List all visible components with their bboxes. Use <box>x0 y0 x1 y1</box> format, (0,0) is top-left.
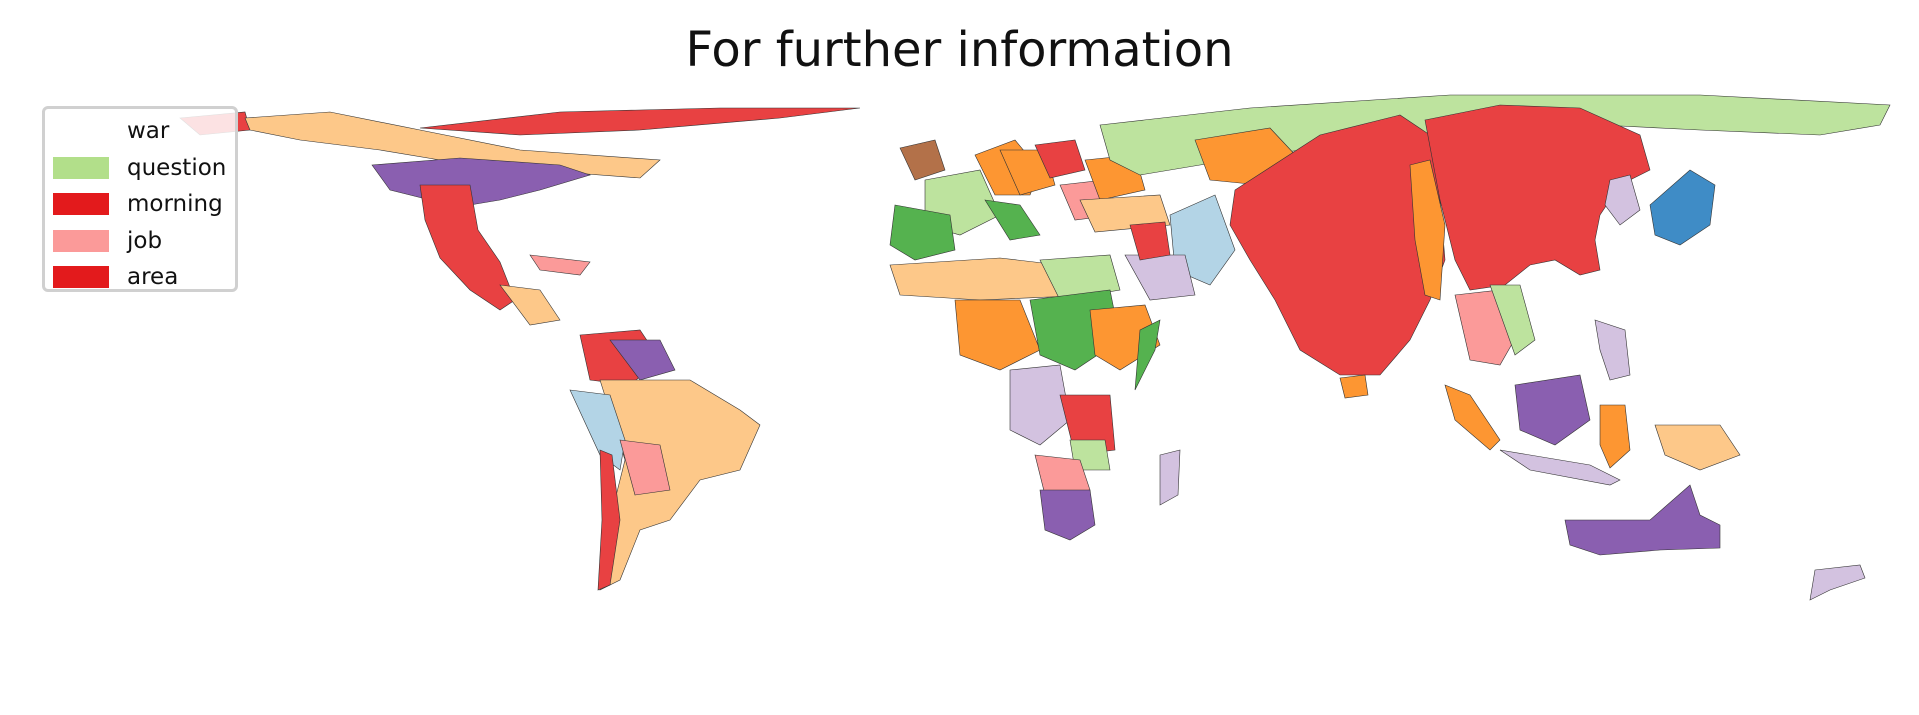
legend-entry: area <box>53 259 235 296</box>
region-caribbean <box>529 254 591 276</box>
legend-entry: morning <box>53 186 235 223</box>
legend-label: job <box>127 227 163 254</box>
legend-swatch <box>53 266 109 289</box>
region-russia <box>1099 94 1891 176</box>
map-title: For further information <box>685 22 1234 78</box>
region-canada <box>244 111 661 179</box>
region-borneo <box>1514 374 1591 446</box>
legend-label: morning <box>127 191 223 218</box>
region-guiana <box>609 339 676 381</box>
legend-swatch <box>53 156 109 179</box>
region-south-africa <box>1039 489 1096 541</box>
region-mexico <box>419 184 516 311</box>
region-brazil <box>599 379 761 591</box>
region-usa <box>371 157 591 206</box>
legend-label: war <box>127 118 170 145</box>
region-horn <box>1134 319 1161 391</box>
region-new-zealand <box>1809 564 1866 601</box>
legend-label: question <box>127 154 227 181</box>
legend-entry: question <box>53 150 235 187</box>
legend-swatch <box>53 120 109 143</box>
region-peru <box>569 389 626 471</box>
region-germany <box>999 149 1056 196</box>
legend-entry: job <box>53 223 235 260</box>
region-australia <box>1564 484 1721 556</box>
region-sri-lanka <box>1339 374 1369 399</box>
region-central-america <box>499 284 561 326</box>
region-india <box>1229 114 1446 376</box>
region-japan <box>1649 169 1716 246</box>
map-legend: war question morning job area <box>42 106 238 292</box>
region-bangladesh <box>1409 159 1446 301</box>
region-turkey <box>1079 194 1171 233</box>
region-iraq <box>1129 221 1171 261</box>
region-madagascar <box>1159 449 1181 506</box>
region-bolivia <box>619 439 671 496</box>
region-sulawesi <box>1599 404 1631 469</box>
region-libya-egypt <box>1039 254 1121 301</box>
region-chile <box>597 449 621 591</box>
region-congo <box>1009 364 1071 446</box>
region-china <box>1424 104 1651 291</box>
region-iberia <box>889 204 956 261</box>
region-korea <box>1604 174 1641 226</box>
region-sumatra <box>1444 384 1501 451</box>
legend-entry: war <box>53 113 235 150</box>
region-poland <box>1034 139 1086 179</box>
region-philippines <box>1594 319 1631 381</box>
region-west-africa <box>954 299 1041 371</box>
region-java <box>1499 449 1621 486</box>
region-new-guinea <box>1654 424 1741 471</box>
legend-swatch <box>53 229 109 252</box>
legend-swatch <box>53 193 109 216</box>
region-iceland <box>899 139 946 181</box>
legend-label: area <box>127 264 179 291</box>
region-arctic-strip <box>419 107 861 136</box>
region-vietnam <box>1489 284 1536 356</box>
region-saudi <box>1124 254 1196 301</box>
region-italy <box>984 199 1041 241</box>
